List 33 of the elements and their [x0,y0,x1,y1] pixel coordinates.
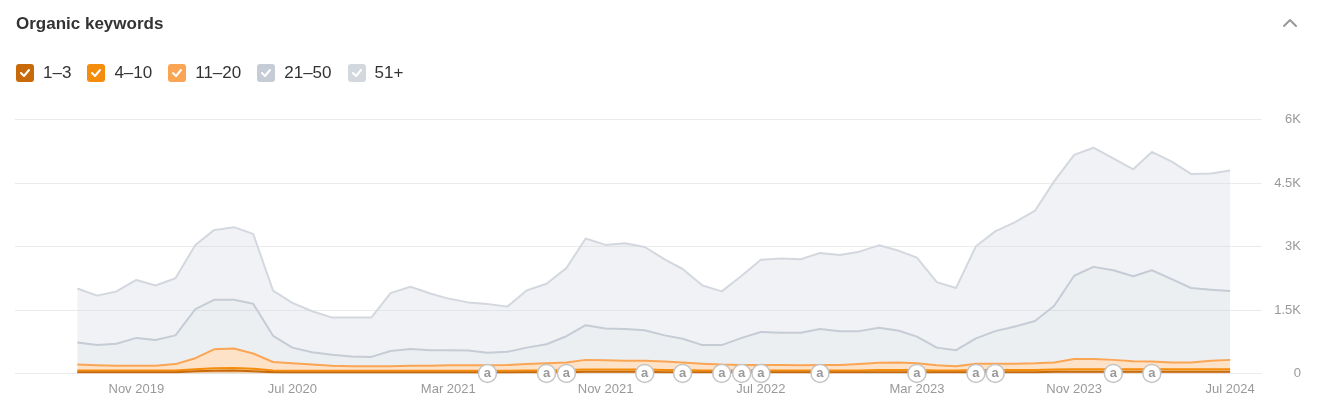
x-tick-label: Mar 2023 [889,380,945,396]
y-tick-label: 4.5K [1274,174,1302,190]
legend-label: 4–10 [114,63,153,83]
legend-label: 1–3 [43,63,72,83]
x-tick-label: Jul 2024 [1205,380,1255,396]
annotation: a [678,364,687,380]
annotation: a [913,364,922,380]
y-tick-label: 0 [1293,364,1301,380]
annotation: a [1148,364,1157,380]
annotation: a [738,364,747,380]
x-tick-label: Jul 2020 [267,380,317,396]
legend-label: 51+ [374,63,404,83]
annotation: a [562,364,571,380]
annotation: a [1109,364,1118,380]
annotation: a [816,364,825,380]
annotation: a [972,364,981,380]
annotation: a [483,364,492,380]
annotation: a [641,364,650,380]
annotation: a [718,364,727,380]
legend-label: 11–20 [195,63,242,83]
chart-title: Organic keywords [16,13,164,35]
y-tick-label: 1.5K [1274,301,1302,317]
x-tick-label: Jul 2022 [736,380,786,396]
annotation: a [991,364,1000,380]
x-tick-label: Nov 2023 [1046,380,1102,396]
x-tick-label: Nov 2021 [577,380,634,396]
annotation: a [542,364,551,380]
y-tick-label: 3K [1285,238,1302,254]
legend-label: 21–50 [284,63,332,83]
x-tick-label: Nov 2019 [108,380,165,396]
y-tick-label: 6K [1285,111,1302,127]
x-tick-label: Mar 2021 [420,380,476,396]
annotation: a [757,364,766,380]
